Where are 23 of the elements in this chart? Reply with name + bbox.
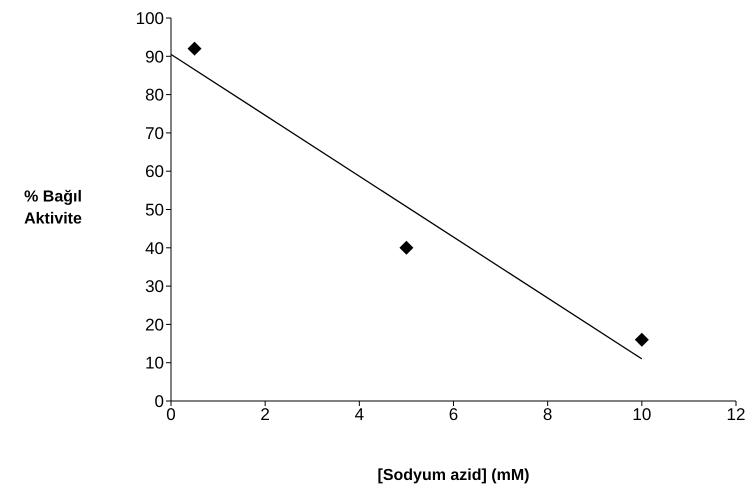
y-tick-label: 80 xyxy=(145,86,164,105)
x-tick-label: 8 xyxy=(542,405,552,424)
x-tick-label: 0 xyxy=(166,405,176,424)
x-tick-label: 4 xyxy=(354,405,364,424)
point xyxy=(399,240,414,255)
x-tick-label: 10 xyxy=(632,405,652,424)
point xyxy=(188,42,202,56)
y-tick-label: 50 xyxy=(145,200,164,220)
y-tick-label: 60 xyxy=(145,162,164,182)
y-tick-label: 40 xyxy=(145,238,164,258)
y-tick-label: 10 xyxy=(145,354,164,373)
x-tick-label: 12 xyxy=(726,405,746,424)
x-tick-label: 6 xyxy=(448,405,458,424)
y-tick-label: 0 xyxy=(154,392,164,412)
y-tick-label: 30 xyxy=(145,277,164,296)
y-tick-label: 70 xyxy=(145,124,164,143)
y-tick-label: 20 xyxy=(145,315,164,334)
point xyxy=(634,332,649,347)
y-axis-title: % Bağıl Aktivite xyxy=(24,188,82,228)
y-tick-label: 90 xyxy=(145,47,164,66)
x-tick-label: 2 xyxy=(260,405,270,424)
x-axis-title: [Sodyum azid] (mM) xyxy=(378,467,530,484)
y-tick-label: 100 xyxy=(136,9,164,28)
